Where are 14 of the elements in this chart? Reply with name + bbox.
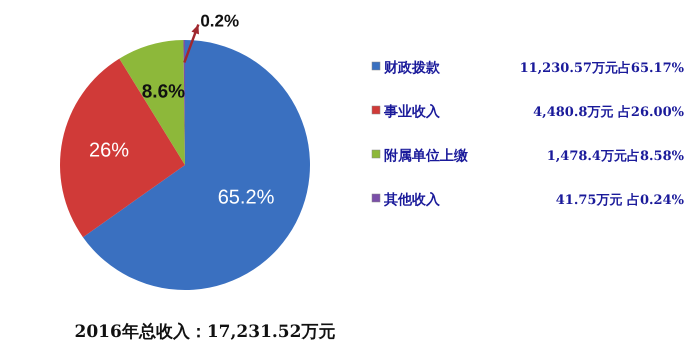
legend-label: 附属单位上缴 [384, 148, 468, 164]
text: 2016年总收入：17,231.52万元 [74, 322, 336, 342]
data-label: 0.2% [200, 12, 240, 30]
text: 4,480.8万元 占26.00% [533, 105, 685, 120]
legend-label: 其他收入 [383, 192, 441, 208]
text: 11,230.57万元占65.17% [520, 61, 685, 76]
legend-label: 事业收入 [383, 104, 441, 120]
pie-slice [82, 40, 310, 290]
legend-label: 财政拨款 [383, 60, 441, 76]
data-label: 65.2% [218, 186, 275, 209]
data-label: 26% [89, 140, 130, 162]
pie-slice [60, 58, 185, 238]
text: 1,478.4万元占8.58% [546, 149, 685, 164]
text: 41.75万元 占0.24% [556, 193, 685, 208]
